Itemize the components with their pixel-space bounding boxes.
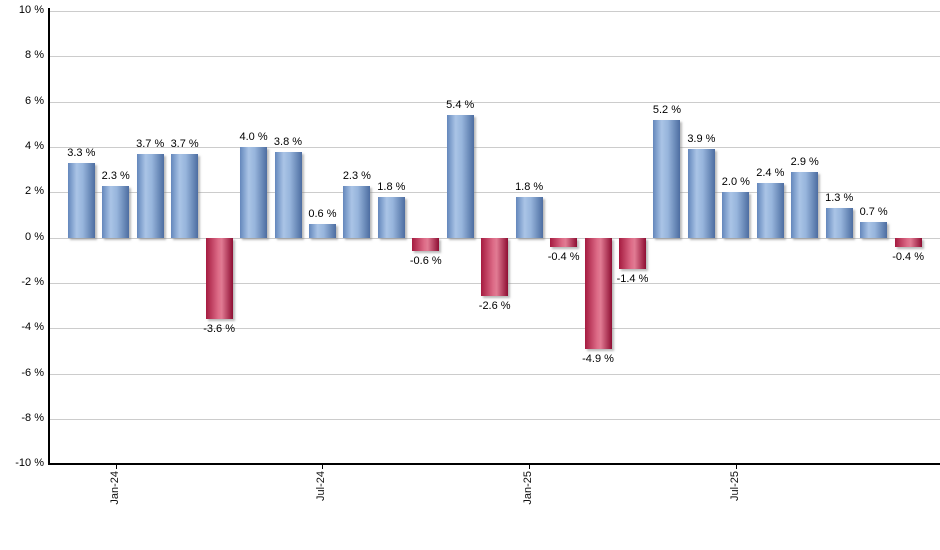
y-tick-label: 4 % <box>25 140 44 152</box>
bar-month-3 <box>171 153 199 238</box>
gridline <box>49 328 940 330</box>
bar-value-label: 4.0 % <box>239 131 268 143</box>
y-tick-label: 6 % <box>25 94 44 107</box>
bar-month-12 <box>481 237 509 297</box>
bar-month-19 <box>722 192 750 238</box>
bar-value-label: 2.3 % <box>101 169 130 182</box>
bar-month-6 <box>274 151 302 238</box>
bar-value-label: 1.8 % <box>515 180 544 193</box>
bar-month-18 <box>687 149 715 238</box>
bar-month-21 <box>791 171 819 238</box>
y-tick-label: -2 % <box>21 275 44 288</box>
y-tick-label: -8 % <box>21 411 44 424</box>
bar-month-23 <box>860 221 888 238</box>
bar-month-14 <box>550 237 578 247</box>
bar-value-label: 3.7 % <box>136 137 165 150</box>
y-tick-label: 10 % <box>18 4 44 17</box>
y-axis-line <box>48 8 50 465</box>
gridline <box>49 147 940 148</box>
y-tick-label: 2 % <box>25 185 44 198</box>
y-tick-label: 8 % <box>25 49 44 62</box>
bar-value-label: 2.4 % <box>756 167 785 180</box>
bar-value-label: -0.6 % <box>409 255 442 268</box>
bar-value-label: 2.0 % <box>721 176 750 189</box>
gridline <box>49 56 940 58</box>
x-tick-label: Jan-24 <box>108 471 121 505</box>
bar-value-label: -0.4 % <box>547 250 580 263</box>
x-axis-line <box>48 463 940 465</box>
bar-month-4 <box>205 237 233 320</box>
gridline <box>49 418 940 420</box>
bar-month-9 <box>377 196 405 238</box>
x-tick-mark <box>322 464 324 469</box>
bar-value-label: 0.6 % <box>308 208 337 220</box>
bar-month-11 <box>446 115 474 238</box>
x-tick-label: Jul-24 <box>315 471 328 501</box>
bar-value-label: 2.9 % <box>790 155 819 168</box>
bar-month-22 <box>825 208 853 238</box>
bar-value-label: -4.9 % <box>582 352 614 365</box>
x-tick-label: Jul-25 <box>728 471 741 501</box>
bar-value-label: 2.3 % <box>342 169 371 182</box>
bar-value-label: 3.9 % <box>687 133 716 146</box>
bar-month-13 <box>515 196 543 238</box>
y-tick-label: 0 % <box>25 230 44 243</box>
y-tick-label: -10 % <box>15 457 44 470</box>
bar-month-7 <box>308 224 336 238</box>
x-tick-mark <box>735 464 737 469</box>
bar-value-label: 3.7 % <box>170 137 199 150</box>
bar-month-5 <box>240 147 268 238</box>
bar-month-16 <box>619 237 646 270</box>
bar-month-17 <box>653 119 681 238</box>
bar-month-2 <box>136 153 164 238</box>
gridline <box>49 192 940 194</box>
bar-month-0 <box>67 162 95 238</box>
bar-value-label: -1.4 % <box>616 273 649 286</box>
x-tick-mark <box>115 464 117 469</box>
x-tick-label: Jan-25 <box>522 471 535 505</box>
gridline <box>49 373 940 375</box>
bar-value-label: 0.7 % <box>859 205 888 218</box>
y-tick-label: -6 % <box>21 366 44 379</box>
bar-value-label: 5.2 % <box>652 103 681 116</box>
bar-month-24 <box>894 237 922 247</box>
bar-value-label: 5.4 % <box>446 99 475 112</box>
bar-month-8 <box>343 185 371 238</box>
bar-month-10 <box>412 237 440 252</box>
bar-value-label: 1.3 % <box>825 192 854 205</box>
bar-value-label: 3.8 % <box>273 135 303 148</box>
bar-month-1 <box>102 185 130 238</box>
gridline <box>49 101 940 103</box>
y-tick-label: -4 % <box>21 321 44 334</box>
x-tick-mark <box>529 464 531 469</box>
bar-value-label: 1.8 % <box>377 180 406 193</box>
bar-value-label: -2.6 % <box>478 300 511 313</box>
bar-value-label: -0.4 % <box>892 250 924 263</box>
bar-value-label: -3.6 % <box>203 323 235 336</box>
gridline <box>49 11 940 13</box>
bar-month-20 <box>756 183 784 238</box>
bar-month-15 <box>584 237 612 349</box>
bar-value-label: 3.3 % <box>67 146 96 159</box>
